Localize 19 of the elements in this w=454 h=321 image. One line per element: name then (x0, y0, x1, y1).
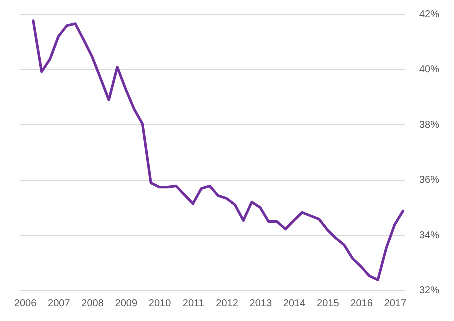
x-tick-label: 2011 (182, 298, 205, 310)
y-tick-label: 32% (420, 286, 440, 296)
line-series (32, 20, 405, 282)
y-tick-label: 42% (420, 10, 440, 20)
x-tick-label: 2017 (384, 298, 407, 310)
x-tick-label: 2013 (250, 298, 272, 310)
x-tick-label: 2014 (283, 298, 306, 310)
y-tick-label: 40% (420, 64, 440, 76)
x-tick-label: 2010 (148, 298, 172, 310)
x-tick-label: 2016 (350, 298, 374, 310)
x-tick-label: 2006 (14, 298, 38, 310)
y-tick-label: 36% (420, 175, 440, 186)
y-tick-label: 34% (420, 230, 440, 242)
x-tick-label: 2012 (216, 298, 239, 310)
x-tick-label: 2007 (48, 298, 71, 310)
x-tick-label: 2015 (317, 298, 340, 310)
y-tick-label: 38% (420, 120, 440, 131)
x-tick-label: 2008 (82, 298, 104, 310)
x-tick-label: 2009 (115, 298, 138, 310)
